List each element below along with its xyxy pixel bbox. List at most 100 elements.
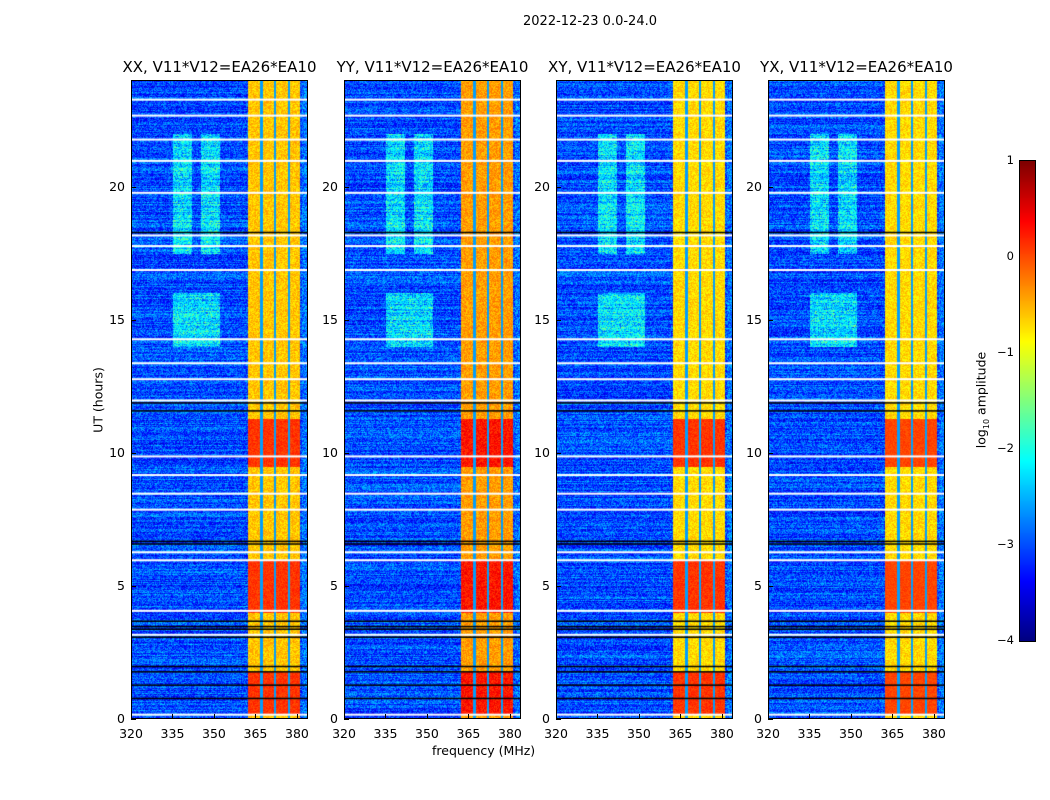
colorbar-tick-label: 1 — [1006, 153, 1014, 167]
y-tick-label: 0 — [330, 711, 338, 726]
y-tick-label: 15 — [746, 311, 762, 327]
x-tick-label: 365 — [243, 726, 268, 741]
x-tick-label: 335 — [373, 726, 398, 741]
y-tick-label: 10 — [534, 444, 550, 460]
y-tick-mark — [556, 452, 561, 454]
x-tick-mark — [850, 714, 852, 719]
x-tick-mark — [556, 714, 557, 719]
x-tick-label: 350 — [839, 726, 863, 741]
colorbar-tick-label: −3 — [997, 537, 1014, 551]
spectrogram-panel: XX, V11*V12=EA26*EA10 320 335 350 365 380 0 5 1… — [109, 58, 316, 741]
spectrogram-panel: YX, V11*V12=EA26*EA10 320 335 350 365 380 0 5 1… — [746, 58, 953, 741]
y-tick-mark — [768, 319, 773, 321]
x-tick-mark — [638, 714, 640, 719]
x-tick-label: 380 — [498, 726, 522, 741]
y-tick-mark — [768, 452, 773, 454]
x-tick-label: 335 — [585, 726, 610, 741]
panel-title: XX, V11*V12=EA26*EA10 — [122, 58, 317, 76]
y-tick-mark — [344, 452, 349, 454]
axes-frame — [131, 80, 308, 719]
heatmap — [344, 80, 521, 719]
y-tick-label: 5 — [117, 577, 125, 593]
y-tick-label: 20 — [322, 178, 338, 194]
y-tick-mark — [131, 719, 136, 720]
x-tick-mark — [509, 714, 511, 719]
y-tick-mark — [344, 585, 349, 587]
x-tick-label: 380 — [922, 726, 946, 741]
y-tick-mark — [768, 719, 773, 720]
y-tick-label: 15 — [109, 311, 125, 327]
y-tick-label: 20 — [534, 178, 550, 194]
spectrogram-panel: YY, V11*V12=EA26*EA10 320 335 350 365 380 0 5 1… — [322, 58, 528, 741]
spectrogram-panel: XY, V11*V12=EA26*EA10 320 335 350 365 380 0 5 1… — [534, 58, 741, 741]
x-tick-label: 365 — [456, 726, 481, 741]
x-tick-mark — [426, 714, 428, 719]
y-tick-label: 10 — [746, 444, 762, 460]
y-tick-label: 0 — [754, 711, 762, 726]
y-tick-label: 10 — [109, 444, 125, 460]
y-tick-mark — [131, 585, 136, 587]
y-tick-mark — [556, 319, 561, 321]
colorbar-tick-label: 0 — [1006, 249, 1014, 263]
y-tick-label: 0 — [117, 711, 125, 726]
heatmap — [768, 80, 945, 719]
y-tick-label: 0 — [542, 711, 550, 726]
y-tick-label: 20 — [746, 178, 762, 194]
x-tick-label: 335 — [797, 726, 822, 741]
x-tick-label: 350 — [415, 726, 439, 741]
x-tick-label: 320 — [544, 726, 568, 741]
x-tick-mark — [597, 714, 599, 719]
y-tick-mark — [556, 186, 561, 188]
x-tick-label: 380 — [285, 726, 309, 741]
x-tick-mark — [296, 714, 298, 719]
x-tick-mark — [721, 714, 723, 719]
axes-frame — [344, 80, 521, 719]
panel-title: YX, V11*V12=EA26*EA10 — [760, 58, 953, 76]
x-tick-mark — [344, 714, 345, 719]
axes-frame — [768, 80, 945, 719]
y-tick-label: 5 — [330, 577, 338, 593]
heatmap — [131, 80, 308, 719]
x-tick-label: 320 — [332, 726, 356, 741]
x-tick-label: 320 — [756, 726, 780, 741]
y-tick-mark — [344, 719, 349, 720]
y-tick-mark — [344, 319, 349, 321]
x-tick-label: 365 — [668, 726, 693, 741]
x-tick-label: 380 — [710, 726, 734, 741]
heatmap — [556, 80, 733, 719]
y-tick-label: 10 — [322, 444, 338, 460]
x-tick-label: 335 — [160, 726, 185, 741]
y-tick-mark — [131, 452, 136, 454]
figure-title: 2022-12-23 0.0-24.0 — [523, 14, 657, 29]
colorbar — [1019, 160, 1036, 642]
x-tick-label: 350 — [627, 726, 651, 741]
y-tick-mark — [344, 186, 349, 188]
y-tick-mark — [768, 186, 773, 188]
x-tick-mark — [809, 714, 811, 719]
x-tick-mark — [933, 714, 935, 719]
y-tick-mark — [556, 719, 561, 720]
x-axis-label: frequency (MHz) — [432, 743, 536, 758]
colorbar-tick-label: −1 — [997, 345, 1014, 359]
panel-title: YY, V11*V12=EA26*EA10 — [336, 58, 529, 76]
colorbar-label: log10 amplitude — [973, 351, 991, 449]
colorbar-tick-label: −2 — [997, 441, 1014, 455]
y-tick-label: 20 — [109, 178, 125, 194]
x-tick-mark — [172, 714, 174, 719]
x-tick-label: 350 — [202, 726, 226, 741]
x-tick-label: 365 — [880, 726, 905, 741]
x-tick-mark — [213, 714, 215, 719]
y-tick-mark — [768, 585, 773, 587]
x-tick-mark — [385, 714, 387, 719]
x-tick-mark — [892, 714, 894, 719]
x-tick-label: 320 — [119, 726, 143, 741]
y-tick-label: 15 — [534, 311, 550, 327]
y-tick-label: 5 — [542, 577, 550, 593]
y-tick-mark — [131, 319, 136, 321]
y-tick-label: 5 — [754, 577, 762, 593]
x-tick-mark — [468, 714, 470, 719]
y-tick-mark — [131, 186, 136, 188]
y-tick-label: 15 — [322, 311, 338, 327]
x-tick-mark — [131, 714, 132, 719]
